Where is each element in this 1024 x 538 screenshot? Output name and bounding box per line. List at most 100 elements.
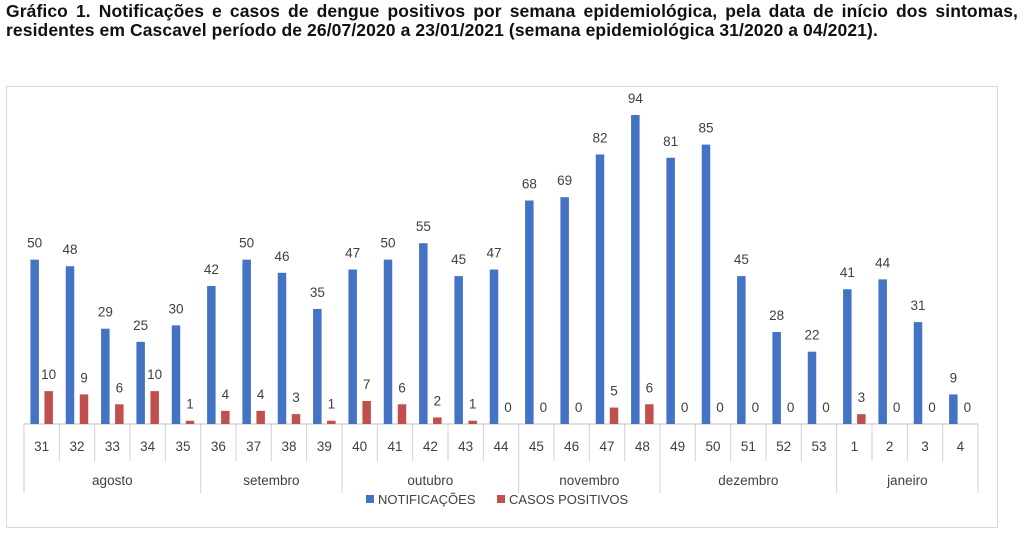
data-label-casos-positivos: 0 <box>752 400 760 415</box>
legend-swatch-casos-positivos <box>497 495 505 503</box>
category-label: 45 <box>529 439 544 454</box>
bar-notificacoes <box>878 279 887 424</box>
data-label-casos-positivos: 1 <box>186 397 194 412</box>
category-label: 34 <box>140 439 156 454</box>
data-label-notificacoes: 85 <box>698 121 713 136</box>
data-label-notificacoes: 25 <box>133 318 148 333</box>
axis-layer: agosto setembro outubro novembro dezembro jan… <box>23 423 979 493</box>
data-label-notificacoes: 29 <box>98 305 113 320</box>
data-label-casos-positivos: 1 <box>328 397 336 412</box>
data-label-notificacoes: 48 <box>62 242 77 257</box>
data-label-casos-positivos: 6 <box>116 380 124 395</box>
data-label-notificacoes: 55 <box>416 219 431 234</box>
data-label-casos-positivos: 2 <box>434 393 442 408</box>
bar-notificacoes <box>242 259 251 424</box>
data-label-notificacoes: 41 <box>840 265 855 280</box>
bar-casos-positivos <box>468 420 477 424</box>
bar-casos-positivos <box>256 410 265 424</box>
category-label: 48 <box>635 439 650 454</box>
data-label-casos-positivos: 3 <box>292 390 300 405</box>
category-label: 2 <box>886 439 894 454</box>
data-label-notificacoes: 30 <box>168 301 183 316</box>
bar-casos-positivos <box>221 410 230 424</box>
bar-casos-positivos <box>291 414 301 424</box>
bar-notificacoes <box>807 351 817 424</box>
data-label-notificacoes: 47 <box>486 246 501 261</box>
data-label-notificacoes: 45 <box>451 252 466 267</box>
data-label-notificacoes: 22 <box>804 328 819 343</box>
bar-notificacoes <box>101 328 110 424</box>
bar-notificacoes <box>171 325 181 424</box>
chart-area <box>6 86 998 528</box>
category-label: 1 <box>851 439 859 454</box>
data-label-notificacoes: 47 <box>345 246 360 261</box>
data-label-notificacoes: 82 <box>592 130 607 145</box>
bar-notificacoes <box>136 341 145 424</box>
data-label-notificacoes: 44 <box>875 255 891 270</box>
legend: NOTIFICAÇÕES CASOS POSITIVOS <box>366 492 629 507</box>
data-label-casos-positivos: 7 <box>363 377 371 392</box>
data-label-casos-positivos: 10 <box>147 367 162 382</box>
data-label-casos-positivos: 1 <box>469 397 477 412</box>
category-label: 43 <box>458 439 473 454</box>
data-label-notificacoes: 68 <box>522 176 537 191</box>
data-label-casos-positivos: 0 <box>540 400 548 415</box>
bar-casos-positivos <box>397 404 407 424</box>
category-label: 42 <box>423 439 438 454</box>
data-label-notificacoes: 94 <box>628 91 644 106</box>
bars-layer <box>30 115 958 425</box>
bar-notificacoes <box>560 197 569 424</box>
data-label-casos-positivos: 0 <box>928 400 936 415</box>
month-label: dezembro <box>718 473 778 488</box>
bar-notificacoes <box>737 276 746 424</box>
bar-notificacoes <box>419 243 428 424</box>
bar-notificacoes <box>277 272 287 424</box>
month-label: setembro <box>243 473 299 488</box>
data-label-casos-positivos: 6 <box>398 380 406 395</box>
bar-casos-positivos <box>327 420 336 424</box>
data-label-casos-positivos: 0 <box>504 400 512 415</box>
legend-swatch-notificacoes <box>366 495 374 503</box>
data-label-casos-positivos: 4 <box>222 387 230 402</box>
bar-notificacoes <box>843 289 852 424</box>
month-label: novembro <box>559 473 619 488</box>
category-label: 52 <box>776 439 791 454</box>
category-label: 32 <box>69 439 84 454</box>
bar-notificacoes <box>313 308 322 424</box>
category-label: 39 <box>317 439 332 454</box>
data-label-casos-positivos: 0 <box>716 400 724 415</box>
category-label: 50 <box>705 439 720 454</box>
data-label-casos-positivos: 0 <box>575 400 583 415</box>
data-label-notificacoes: 69 <box>557 173 572 188</box>
data-label-casos-positivos: 0 <box>822 400 830 415</box>
legend-label-casos-positivos: CASOS POSITIVOS <box>509 492 629 507</box>
data-label-notificacoes: 28 <box>769 308 784 323</box>
bar-notificacoes <box>348 269 357 424</box>
month-label: agosto <box>92 473 133 488</box>
data-label-casos-positivos: 4 <box>257 387 265 402</box>
category-label: 31 <box>34 439 49 454</box>
bar-casos-positivos <box>150 391 159 424</box>
data-label-notificacoes: 81 <box>663 134 678 149</box>
category-label: 46 <box>564 439 579 454</box>
data-label-casos-positivos: 0 <box>893 400 901 415</box>
data-label-casos-positivos: 6 <box>646 380 654 395</box>
bar-notificacoes <box>949 394 958 424</box>
month-label: outubro <box>407 473 453 488</box>
category-label: 49 <box>670 439 685 454</box>
data-label-notificacoes: 46 <box>274 249 289 264</box>
category-label: 51 <box>741 439 756 454</box>
bar-notificacoes <box>666 157 675 425</box>
bar-notificacoes <box>701 144 711 425</box>
bar-casos-positivos <box>44 391 53 424</box>
labels-layer: 5010489296251030142450446335147750655245… <box>27 91 971 415</box>
bar-notificacoes <box>595 154 605 424</box>
data-label-notificacoes: 50 <box>27 236 42 251</box>
category-label: 47 <box>599 439 614 454</box>
bar-casos-positivos <box>115 404 124 424</box>
data-label-casos-positivos: 0 <box>787 400 795 415</box>
bar-casos-positivos <box>362 400 371 424</box>
category-label: 53 <box>811 439 826 454</box>
legend-label-notificacoes: NOTIFICAÇÕES <box>378 492 476 507</box>
